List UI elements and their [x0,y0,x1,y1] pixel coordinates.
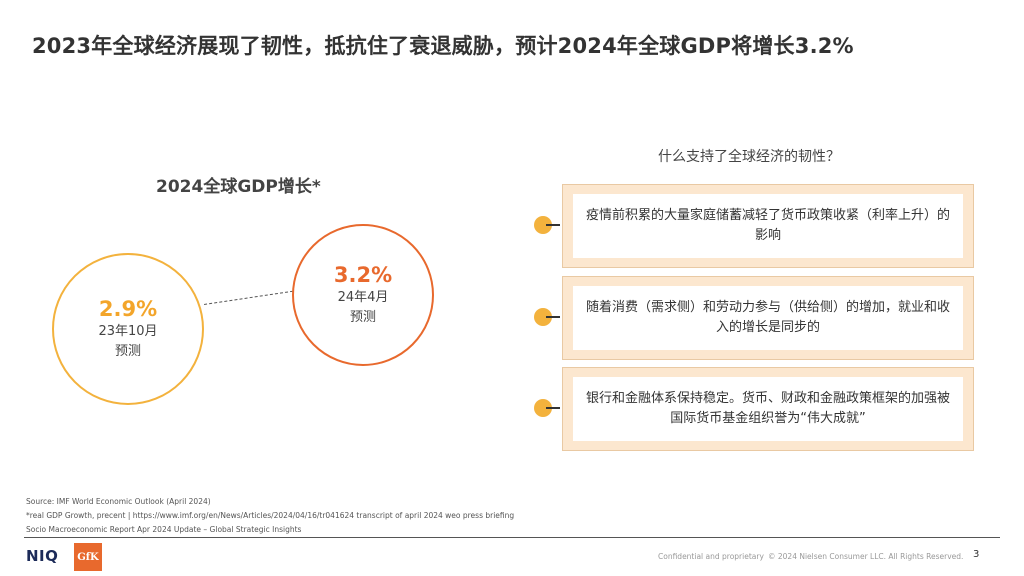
forecast-apr24-label: 预测 [349,310,376,325]
resilience-card-text: 疫情前积累的大量家庭储蓄减轻了货币政策收紧（利率上升）的影响 [573,194,963,258]
resilience-title: 什么支持了全球经济的韧性？ [658,149,840,165]
forecast-oct23-value: 2.9% [98,297,158,321]
source-line: Source: IMF World Economic Outlook (Apri… [26,497,211,506]
source-line: Socio Macroeconomic Report Apr 2024 Upda… [26,525,302,534]
bullet-tick [546,224,560,226]
gdp-chart-title: 2024全球GDP增长* [156,177,321,197]
resilience-card-text: 随着消费（需求侧）和劳动力参与（供给侧）的增加，就业和收入的增长是同步的 [573,286,963,350]
resilience-card: 银行和金融体系保持稳定。货币、财政和金融政策框架的加强被国际货币基金组织誉为“伟… [562,367,974,451]
source-line: *real GDP Growth, precent | https://www.… [26,511,515,520]
copyright-note: © 2024 Nielsen Consumer LLC. All Rights … [768,552,964,561]
resilience-card: 疫情前积累的大量家庭储蓄减轻了货币政策收紧（利率上升）的影响 [562,184,974,268]
bullet-dot-icon [534,308,552,326]
page-title: 2023年全球经济展现了韧性，抵抗住了衰退威胁，预计2024年全球GDP将增长3… [32,34,854,58]
bullet-dot-icon [534,216,552,234]
resilience-card: 随着消费（需求侧）和劳动力参与（供给侧）的增加，就业和收入的增长是同步的 [562,276,974,360]
bullet-dot-icon [534,399,552,417]
bullet-tick [546,316,560,318]
forecast-oct23-circle: 2.9% 23年10月 预测 [52,253,204,405]
forecast-oct23-date: 23年10月 [98,324,158,339]
gfk-logo: GfK [74,543,102,571]
confidential-note: Confidential and proprietary [658,552,764,561]
page-number: 3 [973,549,980,560]
forecast-oct23-label: 预测 [114,344,141,359]
forecast-apr24-date: 24年4月 [337,290,389,305]
footer-divider [24,537,1000,538]
forecast-apr24-value: 3.2% [333,263,393,287]
bullet-tick [546,407,560,409]
resilience-card-text: 银行和金融体系保持稳定。货币、财政和金融政策框架的加强被国际货币基金组织誉为“伟… [573,377,963,441]
dashed-connector [204,290,294,305]
niq-logo: NIQ [26,547,59,565]
forecast-apr24-circle: 3.2% 24年4月 预测 [292,224,434,366]
